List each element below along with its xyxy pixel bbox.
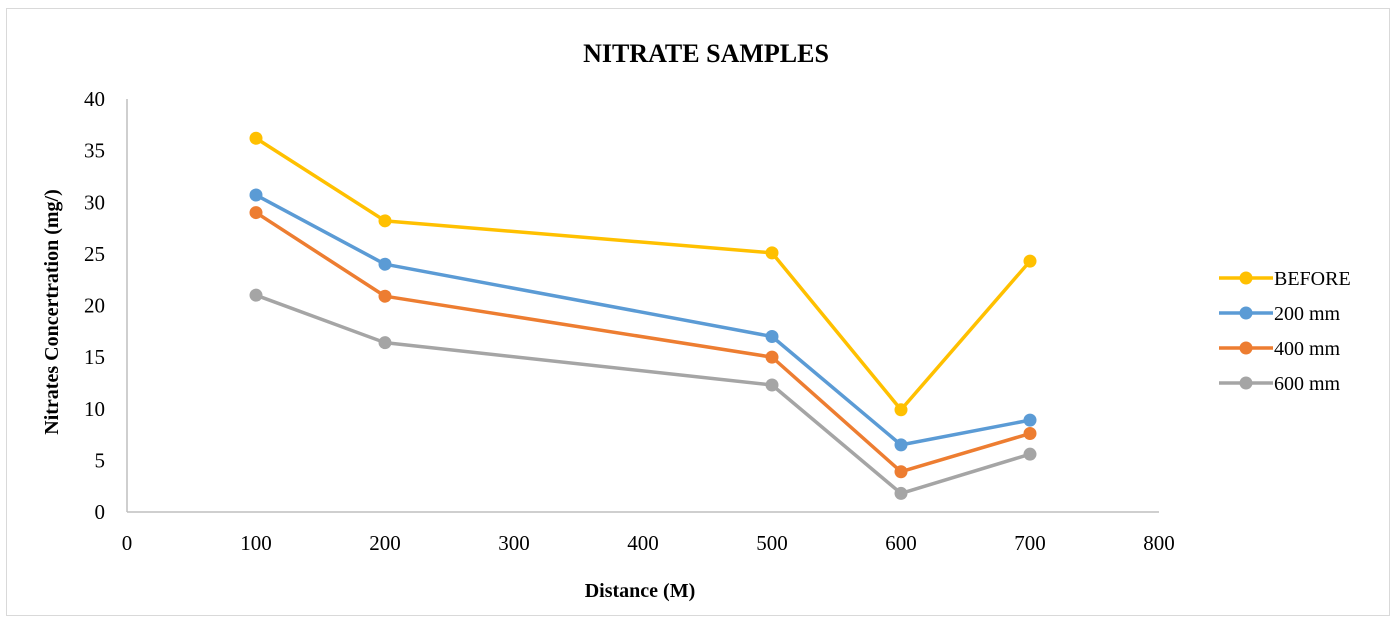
legend-label: 600 mm xyxy=(1274,373,1341,395)
legend-label: 400 mm xyxy=(1274,338,1341,360)
series-200-mm xyxy=(249,188,1037,452)
y-tick-label: 10 xyxy=(84,397,105,421)
legend-label: 200 mm xyxy=(1274,303,1341,325)
y-tick-label: 25 xyxy=(84,242,105,266)
series-600-mm xyxy=(249,288,1037,500)
data-point xyxy=(894,465,908,479)
legend-marker xyxy=(1239,376,1253,390)
x-tick-label: 700 xyxy=(1014,531,1046,555)
chart-frame xyxy=(6,8,1390,616)
axes xyxy=(126,99,1159,513)
y-tick-label: 20 xyxy=(84,294,105,318)
series-line xyxy=(255,136,1032,412)
data-point xyxy=(894,403,908,417)
x-tick-label: 300 xyxy=(498,531,530,555)
x-tick-label: 800 xyxy=(1143,531,1175,555)
x-tick-label: 200 xyxy=(369,531,401,555)
data-point xyxy=(1023,447,1037,461)
data-point xyxy=(765,350,779,364)
y-axis-title: Nitrates Concertration (mg/) xyxy=(41,189,63,434)
legend-label: BEFORE xyxy=(1274,268,1351,290)
series-line xyxy=(255,193,1031,447)
data-point xyxy=(378,289,392,303)
x-tick-label: 0 xyxy=(122,531,133,555)
series-before xyxy=(249,131,1037,417)
legend-item: 600 mm xyxy=(1219,373,1341,395)
legend-marker xyxy=(1239,341,1253,355)
data-point xyxy=(378,336,392,350)
series-line xyxy=(255,211,1031,474)
data-point xyxy=(1023,254,1037,268)
x-tick-label: 100 xyxy=(240,531,272,555)
y-tick-label: 40 xyxy=(84,87,105,111)
legend: BEFORE 200 mm 400 mm 600 mm xyxy=(1219,268,1351,395)
legend-marker xyxy=(1239,306,1253,320)
data-point xyxy=(249,206,263,220)
y-tick-label: 15 xyxy=(84,345,105,369)
data-point xyxy=(894,486,908,500)
x-tick-label: 400 xyxy=(627,531,659,555)
y-tick-label: 35 xyxy=(84,139,105,163)
data-point xyxy=(378,214,392,228)
data-point xyxy=(378,257,392,271)
x-tick-label: 600 xyxy=(885,531,917,555)
data-point xyxy=(765,378,779,392)
x-axis-title: Distance (M) xyxy=(585,580,696,602)
series-layer xyxy=(249,131,1037,500)
data-point xyxy=(1023,427,1037,441)
data-point xyxy=(765,246,779,260)
y-tick-label: 30 xyxy=(84,190,105,214)
data-point xyxy=(249,188,263,202)
series-400-mm xyxy=(249,206,1037,479)
legend-item: BEFORE xyxy=(1219,268,1351,290)
y-tick-labels: 0 5 10 15 20 25 30 35 40 xyxy=(84,87,105,524)
y-tick-label: 5 xyxy=(95,448,106,472)
data-point xyxy=(1023,413,1037,427)
y-tick-label: 0 xyxy=(95,500,106,524)
data-point xyxy=(249,131,263,145)
chart-title: NITRATE SAMPLES xyxy=(583,39,829,68)
legend-item: 400 mm xyxy=(1219,338,1341,360)
x-tick-label: 500 xyxy=(756,531,788,555)
legend-marker xyxy=(1239,271,1253,285)
data-point xyxy=(894,438,908,452)
data-point xyxy=(249,288,263,302)
x-tick-labels: 0 100 200 300 400 500 600 700 800 xyxy=(122,531,1175,555)
legend-item: 200 mm xyxy=(1219,303,1341,325)
data-point xyxy=(765,329,779,343)
